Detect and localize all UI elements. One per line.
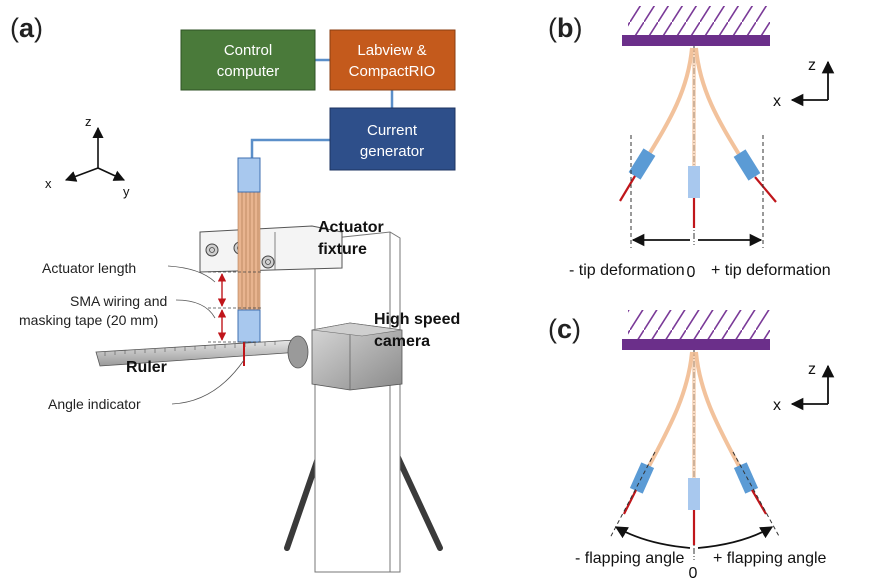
- flap-right-c: [694, 351, 742, 469]
- mount-hatch-c: [628, 310, 770, 340]
- tape-left-c: [629, 462, 655, 494]
- panel-b: (b) - tip deformation 0 + tip deformatio…: [548, 6, 835, 281]
- actuator-fixture: [199, 225, 343, 273]
- camera-line1: High speed: [374, 311, 460, 328]
- panel-c-label: (c): [548, 314, 581, 344]
- fixture-post: [314, 231, 401, 573]
- pos-tip-deformation-label: + tip deformation: [711, 262, 831, 279]
- arc-pos-flap: [697, 526, 774, 549]
- pos-flapping-angle-label: + flapping angle: [713, 550, 827, 567]
- actuator-fixture-line2: fixture: [318, 241, 367, 258]
- mount-bar-c: [622, 339, 770, 350]
- axis-x-label-b: x: [773, 93, 781, 110]
- zero-label-b: 0: [687, 264, 696, 281]
- leader-sma-wiring: [175, 299, 216, 319]
- neg-tip-deformation-label: - tip deformation: [569, 262, 685, 279]
- axis-y-label: y: [123, 184, 130, 199]
- flap-right-b: [694, 47, 742, 158]
- sma-wiring-line1: SMA wiring and: [70, 293, 167, 309]
- actuator-strip: [237, 157, 261, 366]
- wire-right-b: [754, 176, 777, 203]
- panel-c: (c) - flapping angle 0 + flapping angle …: [548, 310, 835, 581]
- current-generator-box: [329, 107, 456, 171]
- axis-z-label-b: z: [808, 57, 816, 74]
- tape-center-c: [688, 478, 700, 510]
- leader-actuator-length: [167, 265, 216, 283]
- dimension-markers: [208, 271, 262, 343]
- current-generator-line2: generator: [360, 143, 424, 160]
- actuator-fixture-line1: Actuator: [318, 219, 384, 236]
- wire-left-c: [623, 489, 637, 515]
- actuator-length-label: Actuator length: [42, 260, 136, 276]
- flap-left-b: [646, 47, 694, 158]
- labview-compactrio-box: [329, 29, 456, 91]
- control-computer-line2: computer: [217, 63, 280, 80]
- control-computer-box: [180, 29, 316, 91]
- current-generator-line1: Current: [367, 122, 418, 139]
- neg-flapping-angle-label: - flapping angle: [575, 550, 685, 567]
- panel-b-label: (b): [548, 13, 583, 43]
- mount-bar-b: [622, 35, 770, 46]
- camera-line2: camera: [374, 333, 430, 350]
- arc-neg-flap: [614, 526, 691, 549]
- angle-indicator-label: Angle indicator: [48, 396, 141, 412]
- sma-wiring-line2: masking tape (20 mm): [19, 312, 158, 328]
- wire-right-c: [751, 489, 767, 515]
- wire-left-b: [619, 175, 636, 202]
- panel-a-label: (a): [10, 13, 43, 43]
- flap-left-c: [646, 351, 694, 469]
- wire-current-actuator: [250, 138, 330, 160]
- leader-angle-indicator: [171, 359, 245, 405]
- tape-center-b: [688, 166, 700, 198]
- axis-x-label-c: x: [773, 397, 781, 414]
- axis-z-label: z: [85, 114, 92, 129]
- guide-left-c: [609, 451, 656, 539]
- guide-right-c: [732, 451, 781, 539]
- control-computer-line1: Control: [224, 42, 272, 59]
- tape-right-c: [733, 462, 759, 494]
- labview-line2: CompactRIO: [349, 63, 436, 80]
- panel-a: (a) Control computer Labview & CompactRI…: [10, 13, 460, 573]
- zero-label-c: 0: [689, 565, 698, 581]
- axis-x-label: x: [45, 176, 52, 191]
- axis-z-label-c: z: [808, 361, 816, 378]
- mount-hatch-b: [628, 6, 770, 36]
- ruler-label: Ruler: [126, 359, 167, 376]
- axes-3d: [64, 126, 126, 182]
- labview-line1: Labview &: [357, 42, 426, 59]
- high-speed-camera: [287, 322, 403, 391]
- tape-left-b: [628, 148, 656, 180]
- tape-right-b: [733, 149, 761, 181]
